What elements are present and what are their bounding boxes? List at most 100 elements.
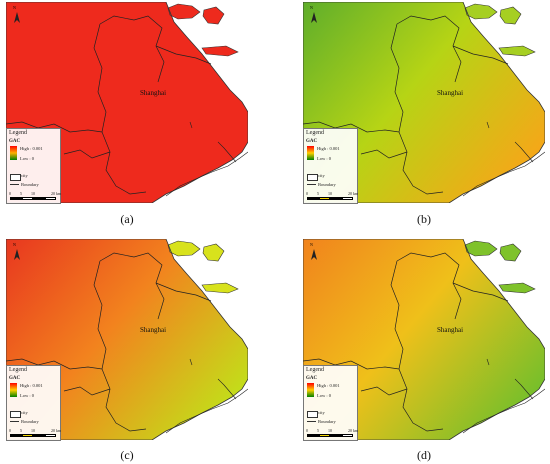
coastline-detail [189,358,193,366]
legend-title: Legend [9,130,27,136]
coastline [303,2,545,203]
legend-color-ramp [307,383,314,397]
island [202,243,225,262]
island [202,6,225,25]
legend-city: city [318,173,325,178]
legend-boundary-swatch [307,421,316,422]
legend-city-swatch [10,174,21,181]
legend-city-swatch [307,174,318,181]
scale-label: 0 [9,191,11,196]
district-boundary [6,358,103,370]
coastline [6,2,248,203]
panel-caption-c: (c) [120,448,134,462]
district-boundary [6,121,103,133]
panel-caption-a: (a) [120,212,134,226]
land-area [6,239,248,440]
legend-variable: GAC [9,376,21,381]
map-svg [6,239,248,440]
legend-box: Legend GAC High : 0.001 Low : 0 city Bou… [6,365,61,441]
scale-label: 0 [306,191,308,196]
legend-boundary-swatch [10,184,19,185]
scale-label: 10 [328,428,332,433]
scale-label: 20 km [348,428,359,433]
legend-variable: GAC [306,139,318,144]
coastline-detail [514,378,534,400]
district-boundary [360,386,408,396]
scale-label: 5 [317,428,319,433]
city-label: Shanghai [437,326,464,334]
coastline-detail [462,388,545,434]
map-panel-a: N Shanghai Legend GAC High : 0.001 Low :… [6,2,248,204]
scale-label: 10 [31,191,35,196]
legend-city: city [318,410,325,415]
scale-label: 10 [31,428,35,433]
district-boundary [452,282,509,302]
island [498,45,536,57]
district-boundary [99,15,165,83]
legend-high: High : 0.001 [20,383,43,388]
legend-boundary-swatch [10,421,19,422]
city-label: Shanghai [140,326,167,334]
legend-high: High : 0.001 [317,383,340,388]
legend-color-ramp [307,146,314,160]
legend-box: Legend GAC High : 0.001 Low : 0 city Bou… [6,128,61,204]
legend-low: Low : 0 [20,156,34,161]
north-label: N [310,5,313,10]
map-svg [6,2,248,203]
legend-city-swatch [307,411,318,418]
district-boundary [63,386,111,396]
legend-high: High : 0.001 [20,146,43,151]
north-label: N [13,5,16,10]
coastline-detail [486,121,490,129]
scale-label: 20 km [51,428,62,433]
legend-boundary: Boundary [21,182,39,187]
island [201,282,239,294]
island [464,240,498,257]
scale-bar [10,197,56,200]
legend-low: Low : 0 [317,393,331,398]
panel-caption-b: (b) [417,212,431,226]
district-boundary [396,252,462,320]
legend-box: Legend GAC High : 0.001 Low : 0 city Bou… [303,128,358,204]
district-boundary [360,149,408,159]
island [167,240,201,257]
island [464,3,498,20]
legend-variable: GAC [9,139,21,144]
legend-city: city [21,173,28,178]
legend-box: Legend GAC High : 0.001 Low : 0 city Bou… [303,365,358,441]
scale-label: 5 [20,191,22,196]
map-svg [303,239,545,440]
island [498,282,536,294]
legend-city-swatch [10,411,21,418]
coastline [6,239,248,440]
island [167,3,201,20]
legend-boundary: Boundary [318,182,336,187]
legend-title: Legend [306,367,324,373]
map-panel-c: N Shanghai Legend GAC High : 0.001 Low :… [6,239,248,441]
map-svg [303,2,545,203]
scale-label: 20 km [348,191,359,196]
land-area [6,2,248,203]
scale-bar [307,434,353,437]
coastline-detail [165,151,248,197]
scale-label: 5 [317,191,319,196]
land-area [303,239,545,440]
district-boundary [155,45,212,65]
district-boundary [63,149,111,159]
district-boundary [99,252,165,320]
legend-city: city [21,410,28,415]
city-label: Shanghai [437,89,464,97]
coastline-detail [165,388,248,434]
legend-color-ramp [10,383,17,397]
scale-label: 0 [306,428,308,433]
legend-color-ramp [10,146,17,160]
district-boundary [303,121,400,133]
coastline-detail [189,121,193,129]
legend-variable: GAC [306,376,318,381]
scale-label: 0 [9,428,11,433]
district-boundary [303,358,400,370]
land-area [303,2,545,203]
coastline-detail [486,358,490,366]
island [201,45,239,57]
scale-label: 5 [20,428,22,433]
